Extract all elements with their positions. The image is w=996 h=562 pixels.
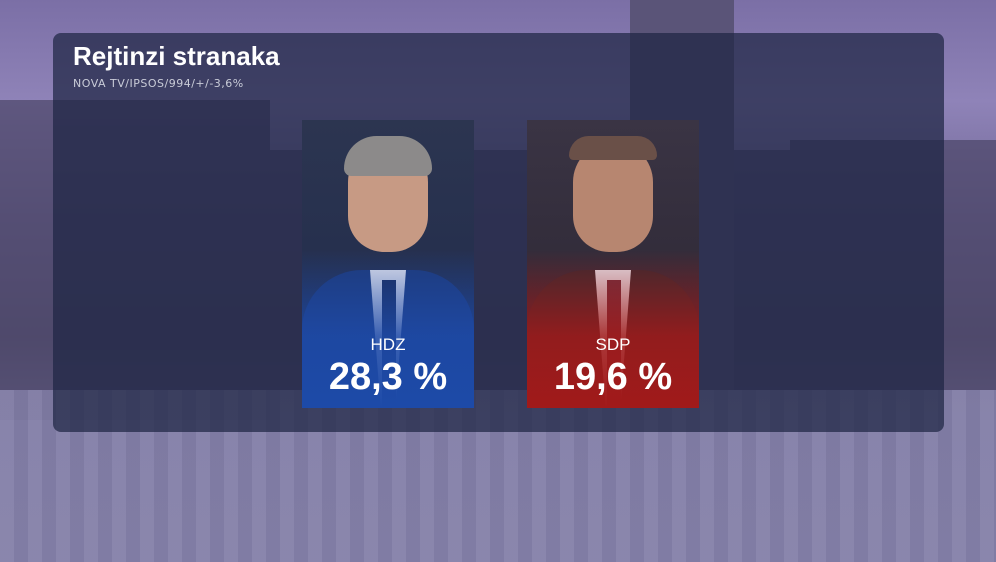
ratings-panel: Rejtinzi stranaka NOVA TV/IPSOS/994/+/-3… (53, 33, 944, 432)
party-label-sdp: SDP (595, 335, 631, 354)
value-label-hdz: 28,3 % (328, 356, 448, 398)
value-label-sdp: 19,6 % (553, 356, 673, 398)
chart-title: Rejtinzi stranaka (73, 41, 280, 71)
bar-hdz (302, 120, 474, 408)
party-label-hdz: HDZ (370, 335, 406, 354)
party-card-sdp: SDP 19,6 % (527, 120, 699, 408)
bar-sdp (527, 120, 699, 408)
chart-subtitle: NOVA TV/IPSOS/994/+/-3,6% (73, 77, 244, 90)
party-card-hdz: HDZ 28,3 % (302, 120, 474, 408)
